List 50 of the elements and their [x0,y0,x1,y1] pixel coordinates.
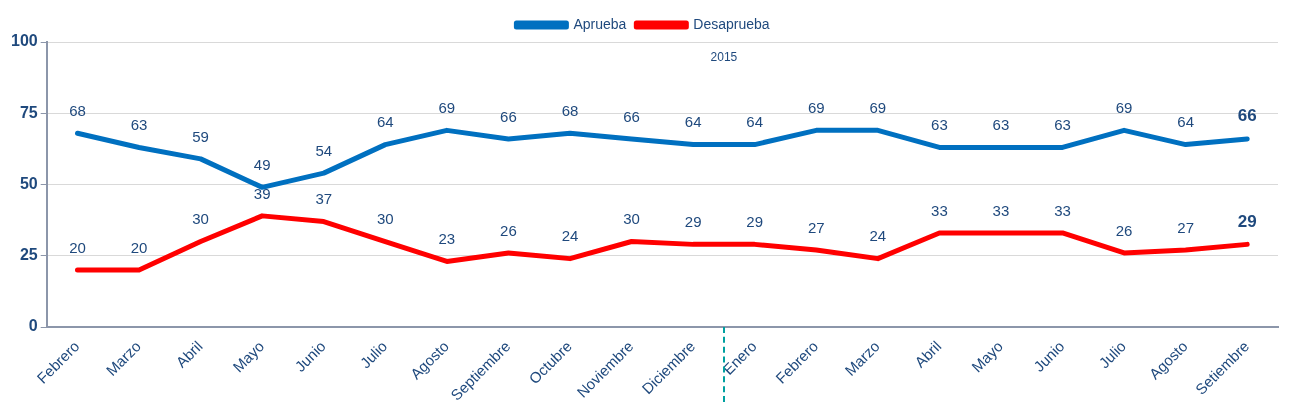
data-label: 26 [500,221,517,239]
legend-label: Desaprueba [693,15,770,32]
data-label: 59 [192,127,209,145]
data-label: 20 [130,238,148,256]
data-label: 54 [315,141,333,159]
y-tick-label: 50 [19,174,38,192]
data-label: 64 [376,113,394,131]
x-tick-label: Julio [1095,337,1130,372]
x-tick-label: Julio [356,337,391,372]
data-label: 29 [1237,211,1257,231]
data-label: 27 [1177,218,1194,236]
data-label: 66 [1237,106,1257,126]
data-label: 27 [807,218,825,236]
data-label: 63 [992,116,1010,134]
data-label: 29 [684,213,702,231]
y-tick-label: 25 [19,246,38,264]
annotation: 2015 [710,50,738,64]
data-label: 23 [438,230,456,248]
data-label: 63 [1054,116,1071,134]
y-tick-label: 0 [28,317,38,335]
data-label: 30 [376,210,394,228]
data-label: 33 [992,201,1010,219]
legend-label: Aprueba [573,15,627,32]
data-label: 39 [253,184,271,202]
data-label: 30 [192,210,209,228]
data-label: 64 [1177,113,1194,131]
data-label: 37 [315,190,333,208]
data-label: 68 [561,101,579,119]
data-label: 68 [69,101,86,119]
data-label: 64 [746,113,764,131]
data-label: 63 [130,116,148,134]
data-label: 66 [500,107,517,125]
data-label: 49 [253,156,271,174]
data-label: 69 [869,99,887,116]
data-label: 30 [623,210,640,228]
data-label: 66 [623,107,640,125]
y-tick-label: 75 [19,103,38,121]
data-label: 69 [1115,99,1133,116]
data-label: 33 [1054,201,1071,219]
data-label: 69 [807,99,825,116]
y-tick-label: 100 [10,32,38,50]
data-label: 29 [746,213,764,231]
data-label: 64 [684,113,702,131]
data-label: 24 [561,227,579,245]
data-label: 33 [931,201,948,219]
data-label: 63 [931,116,948,134]
data-label: 69 [438,99,456,116]
data-label: 24 [869,227,887,245]
data-label: 20 [69,238,86,256]
data-label: 26 [1115,221,1133,239]
